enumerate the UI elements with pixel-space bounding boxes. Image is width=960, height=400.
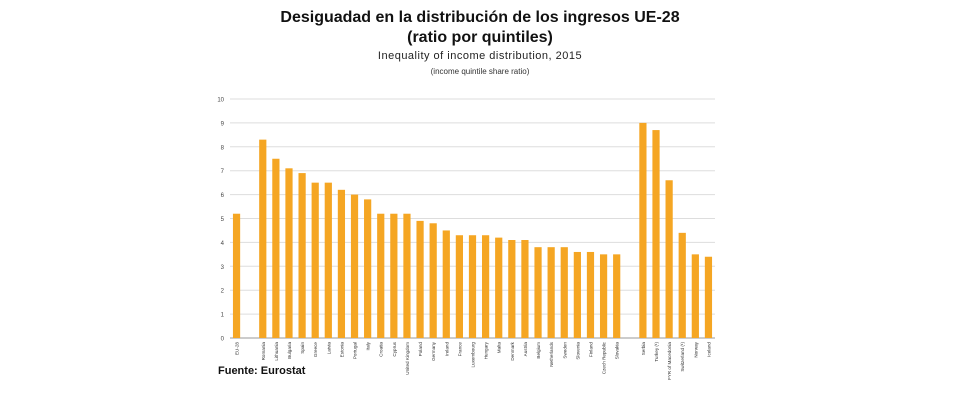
bar [429, 223, 437, 338]
chart-title-line2: (ratio por quintiles) [407, 29, 553, 46]
y-tick-label: 4 [221, 241, 225, 247]
x-tick-label: Slovenia [575, 342, 580, 360]
bar [272, 158, 280, 338]
x-tick-label: Croatia [379, 342, 384, 357]
x-tick-label: Turkey (¹) [654, 342, 659, 362]
x-tick-label: Lithuania [274, 342, 279, 361]
y-tick-label: 5 [221, 217, 225, 223]
x-tick-label: Estonia [339, 342, 344, 358]
bar [442, 230, 450, 338]
x-tick-label: Denmark [510, 341, 515, 360]
x-tick-label: Iceland [706, 342, 711, 357]
x-tick-label: Italy [366, 341, 371, 350]
bar [665, 180, 673, 338]
y-tick-label: 10 [217, 98, 224, 104]
x-tick-label: Luxembourg [471, 342, 476, 368]
y-tick-label: 2 [221, 289, 225, 295]
y-tick-label: 7 [221, 169, 225, 175]
x-tick-label: Poland [418, 342, 423, 357]
y-tick-label: 8 [221, 145, 225, 151]
x-tick-label: Slovakia [615, 342, 620, 360]
bar [298, 173, 306, 338]
bar [482, 235, 490, 338]
bar [311, 182, 319, 338]
bar [455, 235, 463, 338]
x-tick-label: Bulgaria [287, 342, 292, 359]
bar [403, 213, 411, 338]
bar [337, 189, 346, 338]
bar [613, 254, 621, 338]
x-tick-label: Czech Republic [602, 341, 607, 374]
x-tick-label: Cyprus [392, 341, 397, 356]
chart-subtitle: Inequality of income distribution, 2015 [377, 50, 583, 62]
bar [586, 251, 595, 338]
bar [364, 199, 372, 338]
chart-title-line1: Desiguadad en la distribución de los ing… [280, 9, 680, 26]
bar [468, 235, 477, 338]
bar [534, 247, 542, 338]
source-note: Fuente: Eurostat [218, 365, 306, 377]
x-tick-label: Romania [261, 342, 266, 361]
bar [691, 254, 699, 338]
bar [547, 247, 555, 338]
bar [639, 122, 647, 339]
x-tick-label: Netherlands [549, 341, 554, 366]
y-tick-label: 1 [221, 313, 225, 319]
chart-title: Desiguadad en la distribución de los ing… [0, 8, 960, 48]
bar [350, 194, 359, 338]
bar [599, 254, 608, 338]
x-tick-label: FYR of Macedonia [667, 342, 672, 380]
x-tick-label: EU-28 [235, 342, 240, 355]
x-tick-label: Hungary [484, 341, 489, 359]
bar [508, 240, 516, 338]
x-tick-label: Germany [431, 341, 436, 361]
x-tick-label: Norway [693, 341, 698, 357]
bar [495, 237, 503, 338]
x-tick-label: Latvia [326, 342, 331, 355]
x-tick-label: Spain [300, 342, 305, 354]
bar [416, 220, 424, 338]
x-tick-label: Greece [313, 342, 318, 358]
bar [232, 213, 241, 338]
bar [652, 130, 660, 338]
x-tick-label: Portugal [353, 342, 358, 359]
x-tick-label: Sweden [562, 342, 567, 359]
x-tick-label: Austria [523, 342, 528, 357]
bar [390, 213, 398, 338]
y-tick-label: 6 [221, 193, 225, 199]
bar [324, 182, 332, 338]
x-tick-label: Finland [588, 342, 593, 358]
y-tick-label: 9 [221, 121, 225, 127]
bar [704, 256, 713, 338]
bar [678, 232, 686, 338]
bar [285, 168, 293, 338]
x-tick-label: Serbia [641, 342, 646, 356]
y-tick-label: 0 [221, 337, 225, 343]
x-tick-label: Switzerland (¹) [680, 342, 685, 372]
bar [521, 240, 529, 338]
x-tick-label: Malta [497, 342, 502, 354]
chart-subtitle-units: (income quintile share ratio) [430, 67, 530, 76]
bar [259, 139, 267, 338]
bar [573, 251, 581, 338]
x-tick-label: United Kingdom [405, 342, 410, 375]
bar [377, 213, 385, 338]
x-tick-label: Belgium [536, 342, 541, 359]
x-tick-label: France [457, 342, 462, 357]
bar [560, 247, 568, 338]
y-tick-label: 3 [221, 265, 225, 271]
x-tick-label: Ireland [444, 342, 449, 356]
